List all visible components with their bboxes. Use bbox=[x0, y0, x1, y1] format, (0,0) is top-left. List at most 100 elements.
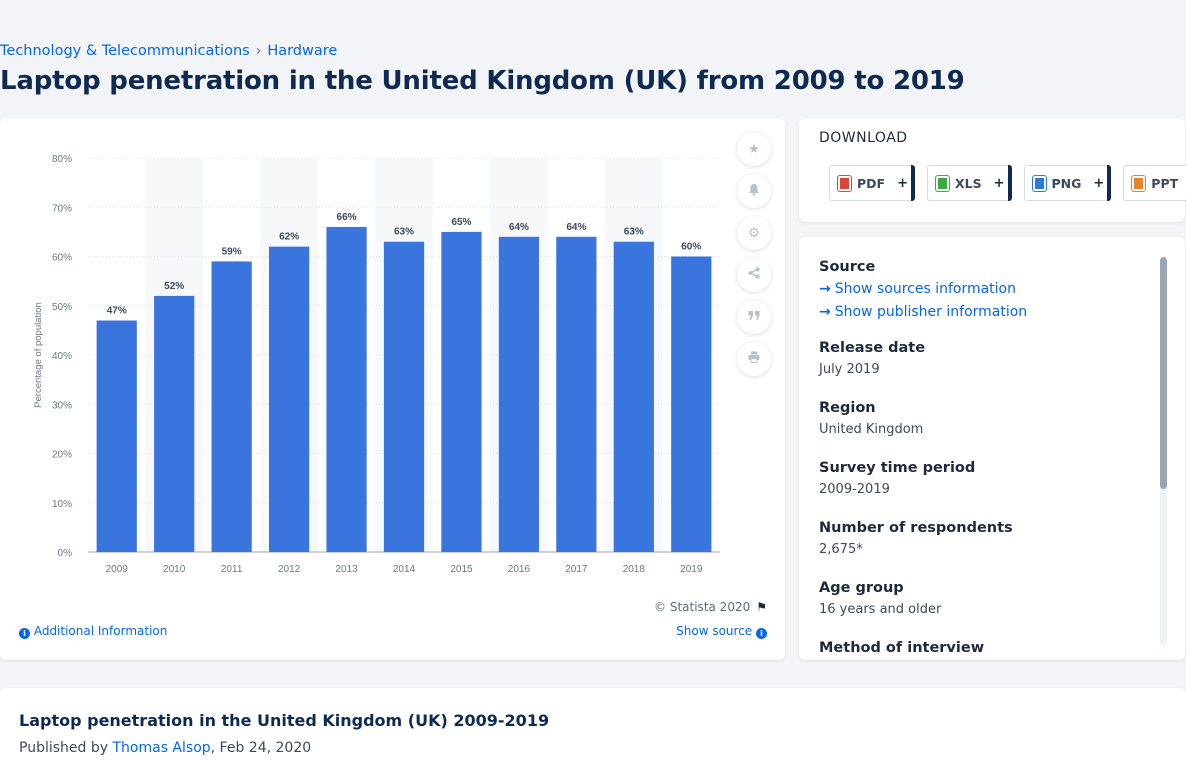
download-ppt-label: PPT bbox=[1151, 175, 1179, 191]
print-button[interactable] bbox=[737, 342, 771, 376]
published-date: , Feb 24, 2020 bbox=[210, 740, 312, 756]
region-value: United Kingdom bbox=[819, 422, 924, 437]
bar-2015 bbox=[441, 231, 482, 552]
download-ppt-button[interactable]: PPT + bbox=[1123, 165, 1186, 201]
xls-file-icon bbox=[935, 175, 949, 191]
y-tick-label: 40% bbox=[52, 351, 72, 362]
data-label: 59% bbox=[222, 246, 242, 257]
y-tick-label: 50% bbox=[52, 302, 72, 313]
scrollbar-thumb[interactable] bbox=[1160, 257, 1167, 489]
published-prefix: Published by bbox=[19, 740, 113, 756]
survey-period-label: Survey time period bbox=[819, 460, 976, 476]
bar-2011 bbox=[211, 261, 252, 552]
statistic-title: Laptop penetration in the United Kingdom… bbox=[19, 711, 550, 730]
settings-button[interactable]: ⚙ bbox=[737, 216, 771, 250]
bar-chart: 0% 10% 20% 30% 40% 50% 60% 70% 80% Percentage of … bbox=[33, 154, 720, 575]
y-axis-label: Percentage of population bbox=[33, 302, 44, 408]
share-icon bbox=[748, 267, 760, 283]
method-label: Method of interview bbox=[819, 640, 985, 656]
download-pdf-button[interactable]: PDF + bbox=[829, 165, 915, 201]
x-tick-label: 2017 bbox=[565, 564, 588, 575]
x-tick-label: 2015 bbox=[450, 564, 473, 575]
respondents-value: 2,675* bbox=[819, 542, 863, 557]
published-by: Published by Thomas Alsop, Feb 24, 2020 bbox=[19, 740, 311, 756]
breadcrumb-separator: › bbox=[255, 43, 262, 59]
ppt-file-icon bbox=[1132, 175, 1146, 191]
bar-2012 bbox=[268, 246, 310, 552]
data-label: 65% bbox=[451, 217, 471, 228]
details-card: Source → Show sources information → Show p… bbox=[799, 237, 1185, 660]
download-buttons: PDF + XLS + PNG + PPT + bbox=[829, 165, 1186, 201]
png-file-icon bbox=[1032, 175, 1046, 191]
favorite-button[interactable]: ★ bbox=[737, 132, 771, 166]
data-label: 64% bbox=[509, 222, 529, 233]
plus-icon: + bbox=[993, 175, 1005, 191]
details-scrollbar[interactable] bbox=[1160, 257, 1167, 645]
x-tick-label: 2013 bbox=[335, 564, 358, 575]
x-tick-label: 2014 bbox=[393, 564, 416, 575]
show-source-label: Show source bbox=[676, 624, 753, 638]
breadcrumb-item-technology[interactable]: Technology & Telecommunications bbox=[0, 43, 250, 59]
info-icon: i bbox=[19, 628, 30, 639]
arrow-right-icon: → bbox=[819, 281, 831, 297]
flag-icon[interactable]: ⚑ bbox=[756, 600, 767, 614]
region-label: Region bbox=[819, 400, 876, 416]
data-label: 47% bbox=[107, 306, 127, 317]
show-source-link[interactable]: Show source i bbox=[676, 624, 767, 639]
breadcrumb: Technology & Telecommunications › Hardwa… bbox=[0, 43, 337, 59]
bar-2013 bbox=[326, 226, 367, 552]
x-tick-label: 2019 bbox=[680, 564, 703, 575]
bar-2010 bbox=[154, 295, 195, 552]
download-card: DOWNLOAD PDF + XLS + PNG + PPT + bbox=[799, 118, 1186, 222]
notification-button[interactable] bbox=[737, 174, 771, 208]
premium-bar bbox=[1007, 165, 1012, 201]
release-date-label: Release date bbox=[819, 340, 926, 356]
bar-2014 bbox=[383, 241, 425, 552]
author-link[interactable]: Thomas Alsop bbox=[112, 740, 211, 756]
chart-card: 0% 10% 20% 30% 40% 50% 60% 70% 80% Percentage of … bbox=[0, 118, 785, 660]
download-png-button[interactable]: PNG + bbox=[1023, 165, 1112, 201]
show-publisher-link[interactable]: → Show publisher information bbox=[819, 304, 1149, 320]
info-icon: i bbox=[756, 628, 767, 639]
chart-toolbar: ★ ⚙ bbox=[737, 132, 771, 376]
download-pdf-label: PDF bbox=[857, 175, 886, 191]
cite-button[interactable] bbox=[737, 300, 771, 334]
arrow-right-icon: → bbox=[819, 304, 831, 320]
download-xls-button[interactable]: XLS + bbox=[926, 165, 1012, 201]
plus-icon: + bbox=[1093, 175, 1105, 191]
data-label: 63% bbox=[624, 227, 644, 238]
x-tick-label: 2009 bbox=[106, 564, 129, 575]
data-label: 66% bbox=[337, 212, 357, 223]
download-xls-label: XLS bbox=[954, 175, 982, 191]
breadcrumb-item-hardware[interactable]: Hardware bbox=[267, 43, 338, 59]
chart-copyright: © Statista 2020 ⚑ bbox=[654, 600, 767, 614]
x-tick-label: 2011 bbox=[221, 564, 243, 575]
share-button[interactable] bbox=[737, 258, 771, 292]
release-date-value: July 2019 bbox=[819, 362, 880, 377]
bar-2009 bbox=[96, 320, 137, 552]
data-label: 62% bbox=[279, 232, 299, 243]
y-tick-label: 20% bbox=[52, 450, 72, 461]
y-tick-label: 10% bbox=[52, 499, 72, 510]
bar-2019 bbox=[671, 256, 712, 552]
data-label: 64% bbox=[566, 222, 586, 233]
x-tick-label: 2016 bbox=[508, 564, 531, 575]
bar-2018 bbox=[613, 241, 654, 552]
bar-2017 bbox=[556, 236, 597, 553]
star-icon: ★ bbox=[748, 141, 760, 157]
download-png-label: PNG bbox=[1051, 175, 1082, 191]
quote-icon bbox=[748, 310, 760, 325]
source-label: Source bbox=[819, 259, 876, 275]
plus-icon: + bbox=[897, 175, 908, 191]
premium-bar bbox=[910, 165, 915, 201]
y-tick-label: 30% bbox=[52, 400, 72, 411]
y-tick-label: 60% bbox=[52, 253, 72, 264]
data-label: 60% bbox=[681, 242, 701, 253]
age-group-label: Age group bbox=[819, 580, 904, 596]
x-tick-label: 2012 bbox=[278, 564, 301, 575]
copyright-text: © Statista 2020 bbox=[654, 600, 751, 614]
y-tick-label: 80% bbox=[52, 154, 72, 165]
additional-information-link[interactable]: i Additional Information bbox=[19, 624, 167, 639]
show-sources-link[interactable]: → Show sources information bbox=[819, 281, 1149, 297]
download-title: DOWNLOAD bbox=[819, 130, 908, 146]
